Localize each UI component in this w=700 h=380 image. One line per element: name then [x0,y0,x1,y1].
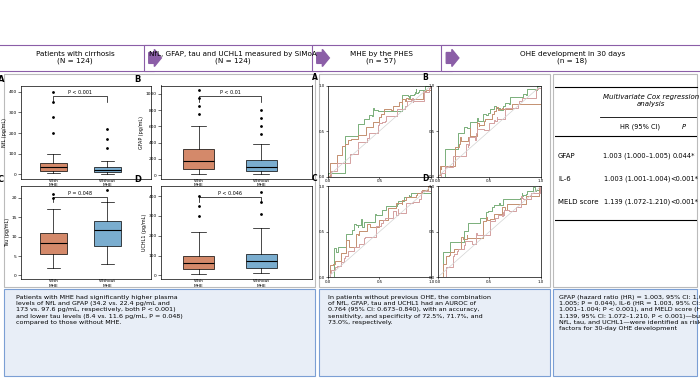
Text: 1.003 (1.001-1.004): 1.003 (1.001-1.004) [604,176,671,182]
Text: B: B [422,73,428,82]
FancyArrow shape [447,49,459,66]
PathPatch shape [94,167,121,172]
Text: C: C [312,174,318,182]
Text: OHE development in 30 days
(n = 18): OHE development in 30 days (n = 18) [519,51,625,64]
Text: C: C [0,175,4,184]
Text: B: B [134,74,140,84]
Text: <0.001*: <0.001* [670,199,698,205]
Y-axis label: Tau (pg/mL): Tau (pg/mL) [5,218,10,247]
FancyBboxPatch shape [318,74,550,287]
Text: GFAP: GFAP [558,153,575,159]
Text: A: A [0,74,4,84]
PathPatch shape [183,255,214,269]
FancyBboxPatch shape [553,289,696,376]
Text: 0.044*: 0.044* [673,153,695,159]
PathPatch shape [40,163,67,171]
Text: Multivariate Cox regression
analysis: Multivariate Cox regression analysis [603,94,699,107]
PathPatch shape [246,160,277,171]
Text: P < 0.01: P < 0.01 [220,90,240,95]
Text: In patients without previous OHE, the combination
of NfL, GFAP, tau and UCHL1 ha: In patients without previous OHE, the co… [328,295,491,325]
FancyBboxPatch shape [312,45,452,71]
Text: HR (95% CI): HR (95% CI) [620,124,660,130]
FancyArrow shape [316,49,330,66]
Text: 1.003 (1.000–1.005): 1.003 (1.000–1.005) [603,153,671,159]
Text: <0.001*: <0.001* [670,176,698,182]
FancyBboxPatch shape [4,74,315,287]
PathPatch shape [40,233,67,254]
FancyBboxPatch shape [0,45,154,71]
FancyBboxPatch shape [318,289,550,376]
FancyBboxPatch shape [4,289,315,376]
Text: NfL, GFAP, tau and UCHL1 measured by SiMoA
(N = 124): NfL, GFAP, tau and UCHL1 measured by SiM… [149,51,316,64]
Text: P < 0.001: P < 0.001 [69,90,92,95]
Text: A: A [312,73,318,82]
Text: P < 0.046: P < 0.046 [218,191,242,196]
PathPatch shape [183,149,214,169]
Text: Patients with MHE had significantly higher plasma
levels of NfL and GFAP (34.2 v: Patients with MHE had significantly high… [16,295,183,325]
PathPatch shape [246,253,277,268]
Text: GFAP (hazard ratio (HR) = 1.003, 95% CI: 1.000–
1.005; P = 0.044), IL-6 (HR = 1.: GFAP (hazard ratio (HR) = 1.003, 95% CI:… [559,295,700,331]
Y-axis label: NfL (pg/mL): NfL (pg/mL) [2,117,7,147]
FancyBboxPatch shape [441,45,700,71]
Text: P = 0.048: P = 0.048 [69,191,92,196]
Text: MELD score: MELD score [558,199,598,205]
FancyBboxPatch shape [553,74,696,287]
FancyArrow shape [148,49,161,66]
Text: 1.139 (1.072-1.210): 1.139 (1.072-1.210) [604,198,670,205]
Text: D: D [422,174,428,182]
PathPatch shape [94,221,121,246]
Text: Patients with cirrhosis
(N = 124): Patients with cirrhosis (N = 124) [36,51,115,64]
Text: P: P [682,124,686,130]
Y-axis label: GFAP (pg/mL): GFAP (pg/mL) [139,116,144,149]
Text: IL-6: IL-6 [558,176,570,182]
Text: MHE by the PHES
(n = 57): MHE by the PHES (n = 57) [350,51,413,64]
Y-axis label: UCHL1 (pg/mL): UCHL1 (pg/mL) [142,214,147,252]
Text: D: D [134,175,141,184]
FancyBboxPatch shape [144,45,322,71]
